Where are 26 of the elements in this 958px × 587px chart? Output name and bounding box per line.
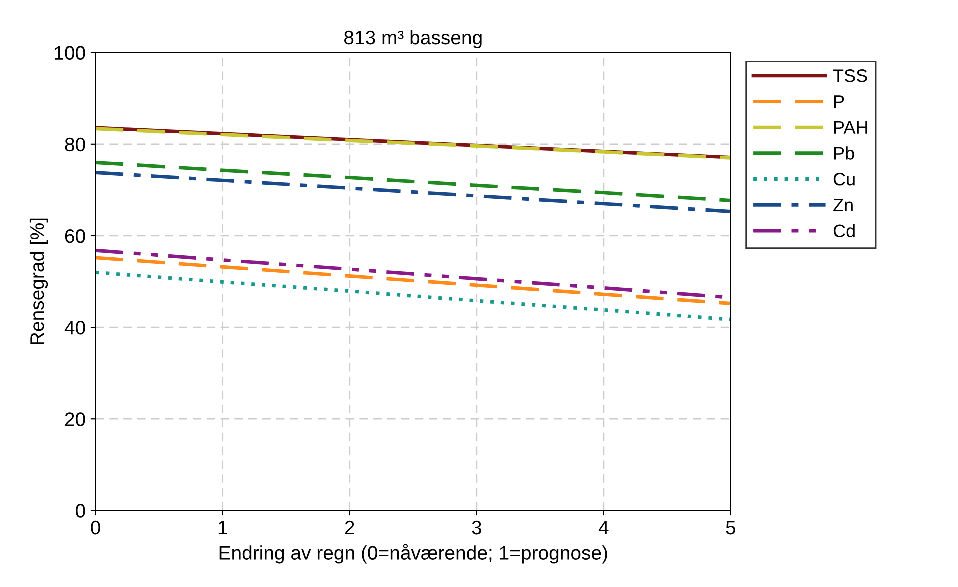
y-tick-label: 60 [65, 229, 86, 244]
y-axis-title: Rensegrad [%] [30, 218, 48, 344]
legend-label: Pb [834, 146, 854, 160]
line-series [96, 256, 731, 306]
x-axis-title: Endring av regn (0=nåværende; 1=prognose) [220, 544, 608, 564]
y-tick-label: 0 [76, 504, 86, 518]
legend-label: Cu [834, 172, 855, 186]
y-tick-label: 20 [65, 412, 86, 426]
x-tick-label: 1 [218, 521, 228, 535]
line-series [96, 171, 731, 214]
line-series [96, 160, 731, 202]
x-tick-label: 5 [726, 521, 736, 535]
legend-label: Cd [834, 224, 855, 238]
legend-label: PAH [834, 121, 868, 134]
legend-label: TSS [833, 70, 868, 82]
line-series [96, 270, 731, 322]
legend-label: P [834, 96, 844, 108]
x-tick-label: 4 [598, 521, 609, 535]
chart-title: 813 m³ basseng [344, 30, 482, 49]
y-tick-label: 40 [64, 321, 86, 335]
x-tick-label: 0 [91, 520, 100, 535]
x-tick-label: 2 [345, 520, 354, 535]
y-tick-label: 80 [65, 138, 86, 152]
y-tick-label: 100 [55, 46, 86, 60]
legend-label: Zn [834, 199, 853, 212]
x-tick-label: 3 [472, 520, 482, 535]
